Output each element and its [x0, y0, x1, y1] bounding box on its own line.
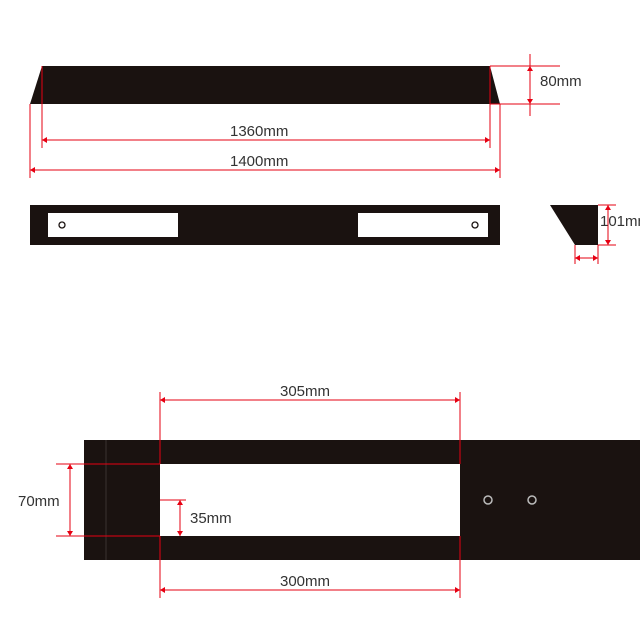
- technical-drawing: [0, 0, 640, 640]
- dimension-label: 305mm: [280, 383, 330, 400]
- dimension-label: 35mm: [190, 510, 232, 527]
- dimension-label: 1360mm: [230, 123, 288, 140]
- dimension-label: 80mm: [540, 73, 582, 90]
- dimension-label: 70mm: [18, 493, 60, 510]
- dimension-label: 1400mm: [230, 153, 288, 170]
- dimension-label: 300mm: [280, 573, 330, 590]
- dimension-label: 101mm: [600, 213, 640, 230]
